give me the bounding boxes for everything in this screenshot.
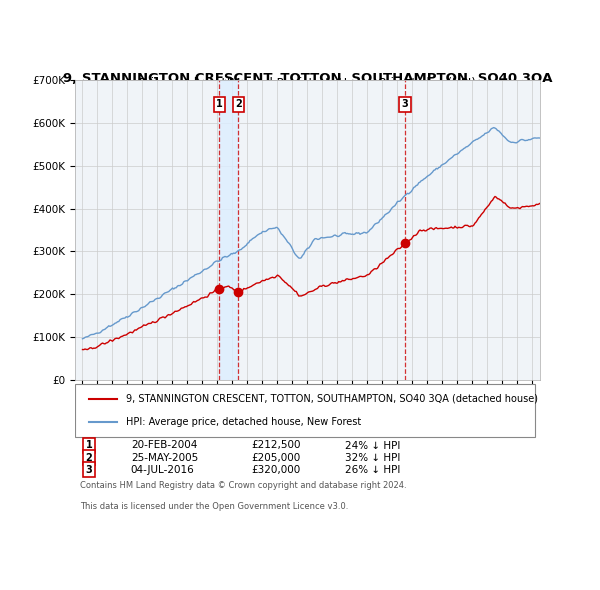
Text: 1: 1 bbox=[86, 441, 92, 451]
Text: 25-MAY-2005: 25-MAY-2005 bbox=[131, 453, 198, 463]
Text: This data is licensed under the Open Government Licence v3.0.: This data is licensed under the Open Gov… bbox=[80, 502, 348, 511]
Text: 26% ↓ HPI: 26% ↓ HPI bbox=[344, 465, 400, 475]
FancyBboxPatch shape bbox=[75, 384, 535, 437]
Text: Contains HM Land Registry data © Crown copyright and database right 2024.: Contains HM Land Registry data © Crown c… bbox=[80, 481, 406, 490]
Text: 3: 3 bbox=[86, 465, 92, 475]
Text: 2: 2 bbox=[235, 99, 242, 109]
Text: 32% ↓ HPI: 32% ↓ HPI bbox=[344, 453, 400, 463]
Text: Price paid vs. HM Land Registry's House Price Index (HPI): Price paid vs. HM Land Registry's House … bbox=[139, 77, 476, 90]
Text: 3: 3 bbox=[402, 99, 409, 109]
Text: 04-JUL-2016: 04-JUL-2016 bbox=[131, 465, 194, 475]
Bar bbox=[220, 80, 238, 380]
Text: 1: 1 bbox=[216, 99, 223, 109]
Text: £205,000: £205,000 bbox=[252, 453, 301, 463]
Text: 2: 2 bbox=[86, 453, 92, 463]
Text: HPI: Average price, detached house, New Forest: HPI: Average price, detached house, New … bbox=[126, 417, 361, 427]
Text: £320,000: £320,000 bbox=[252, 465, 301, 475]
Text: 9, STANNINGTON CRESCENT, TOTTON, SOUTHAMPTON, SO40 3QA (detached house): 9, STANNINGTON CRESCENT, TOTTON, SOUTHAM… bbox=[126, 394, 538, 404]
Text: 9, STANNINGTON CRESCENT, TOTTON, SOUTHAMPTON, SO40 3QA: 9, STANNINGTON CRESCENT, TOTTON, SOUTHAM… bbox=[63, 72, 552, 85]
Text: £212,500: £212,500 bbox=[252, 441, 301, 451]
Text: 24% ↓ HPI: 24% ↓ HPI bbox=[344, 441, 400, 451]
Text: 20-FEB-2004: 20-FEB-2004 bbox=[131, 441, 197, 451]
